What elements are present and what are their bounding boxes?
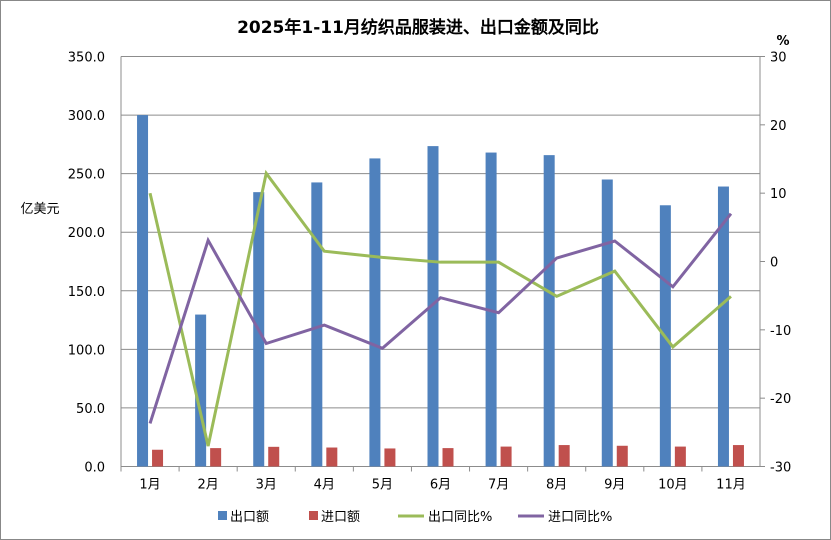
bar-出口额 (195, 314, 207, 467)
bar-进口额 (384, 448, 396, 467)
y2-tick-label: -30 (770, 461, 791, 476)
x-tick-label: 9月 (604, 478, 625, 493)
x-tick-label: 11月 (716, 478, 746, 493)
line-出口同比% (148, 169, 732, 447)
bar-进口额 (210, 448, 222, 467)
bar-进口额 (732, 445, 744, 467)
y2-tick-label: -10 (770, 324, 791, 339)
bar-进口额 (674, 446, 686, 467)
x-tick-label: 7月 (488, 478, 509, 493)
y-tick-label: 200.0 (68, 226, 105, 241)
y2-tick-label: 30 (770, 51, 787, 66)
x-tick-label: 4月 (314, 478, 335, 493)
x-tick-label: 3月 (256, 478, 277, 493)
y-tick-label: 50.0 (76, 402, 105, 417)
y-tick-label: 350.0 (68, 51, 105, 66)
x-tick-label: 10月 (658, 478, 688, 493)
legend-swatch (309, 511, 318, 520)
bar-出口额 (369, 158, 381, 467)
legend-label: 进口同比% (548, 510, 612, 525)
bar-进口额 (152, 449, 164, 467)
legend-label: 出口额 (230, 510, 269, 525)
y-tick-label: 250.0 (68, 168, 105, 183)
bar-进口额 (326, 447, 338, 467)
y2-tick-label: -20 (770, 392, 791, 407)
bar-进口额 (616, 445, 628, 467)
y-axis-label: 亿美元 (20, 202, 59, 217)
bar-进口额 (442, 448, 454, 467)
bar-出口额 (427, 146, 439, 467)
x-tick-label: 1月 (139, 478, 160, 493)
bar-进口额 (558, 445, 570, 467)
legend-label: 进口额 (321, 510, 360, 525)
y-tick-label: 0.0 (84, 461, 105, 476)
line-进口同比% (148, 212, 733, 424)
y2-tick-label: 0 (770, 256, 778, 271)
x-tick-label: 5月 (372, 478, 393, 493)
y2-axis-label: % (776, 34, 789, 49)
y2-tick-label: 20 (770, 119, 787, 134)
bar-出口额 (311, 182, 323, 467)
bar-出口额 (137, 115, 149, 467)
bar-出口额 (601, 179, 613, 467)
y2-tick-label: 10 (770, 187, 787, 202)
x-tick-label: 6月 (430, 478, 451, 493)
chart-title: 2025年1-11月纺织品服装进、出口金额及同比 (237, 17, 599, 38)
y-tick-label: 150.0 (68, 285, 105, 300)
x-tick-label: 2月 (197, 478, 218, 493)
bar-出口额 (543, 155, 555, 467)
legend-swatch (218, 511, 227, 520)
y-tick-label: 300.0 (68, 109, 105, 124)
y-tick-label: 100.0 (68, 343, 105, 358)
bar-进口额 (500, 446, 512, 467)
x-tick-label: 8月 (546, 478, 567, 493)
bar-进口额 (268, 446, 280, 467)
legend-label: 出口同比% (428, 510, 492, 525)
bar-出口额 (717, 186, 729, 467)
